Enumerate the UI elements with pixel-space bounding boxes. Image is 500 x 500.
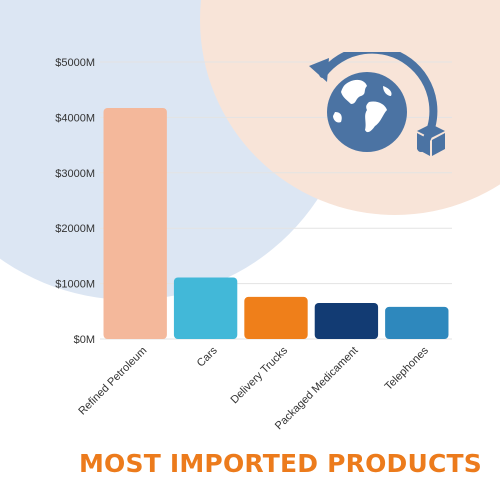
- box-icon: [417, 124, 445, 156]
- y-tick-label: $4000M: [55, 112, 95, 124]
- y-tick-label: $2000M: [55, 223, 95, 235]
- bar: [244, 296, 308, 339]
- chart-title: MOST IMPORTED PRODUCTS: [78, 449, 482, 478]
- bars: [103, 107, 449, 340]
- bar: [314, 302, 379, 339]
- y-tick-label: $0M: [74, 334, 95, 346]
- bar: [173, 277, 238, 339]
- y-tick-label: $5000M: [55, 57, 95, 69]
- x-tick-label: Telephones: [383, 344, 432, 393]
- y-tick-label: $3000M: [55, 168, 95, 180]
- x-tick-label: Cars: [195, 344, 220, 369]
- bar: [385, 306, 449, 339]
- x-tick-label: Delivery Trucks: [228, 344, 290, 406]
- cycle-arrow-icon: [319, 52, 438, 152]
- globe-icon: [309, 52, 445, 156]
- y-axis-ticks: $0M $1000M $2000M $3000M $4000M $5000M: [55, 57, 95, 346]
- globe-continents: [333, 79, 392, 133]
- x-tick-label: Packaged Medicament: [273, 345, 361, 433]
- x-axis-ticks: Refined Petroleum Cars Delivery TrucksPack…: [76, 344, 431, 432]
- y-tick-label: $1000M: [55, 279, 95, 291]
- arrow-head-icon: [309, 58, 329, 82]
- bar: [103, 107, 167, 340]
- x-tick-label: Refined Petroleum: [76, 345, 149, 418]
